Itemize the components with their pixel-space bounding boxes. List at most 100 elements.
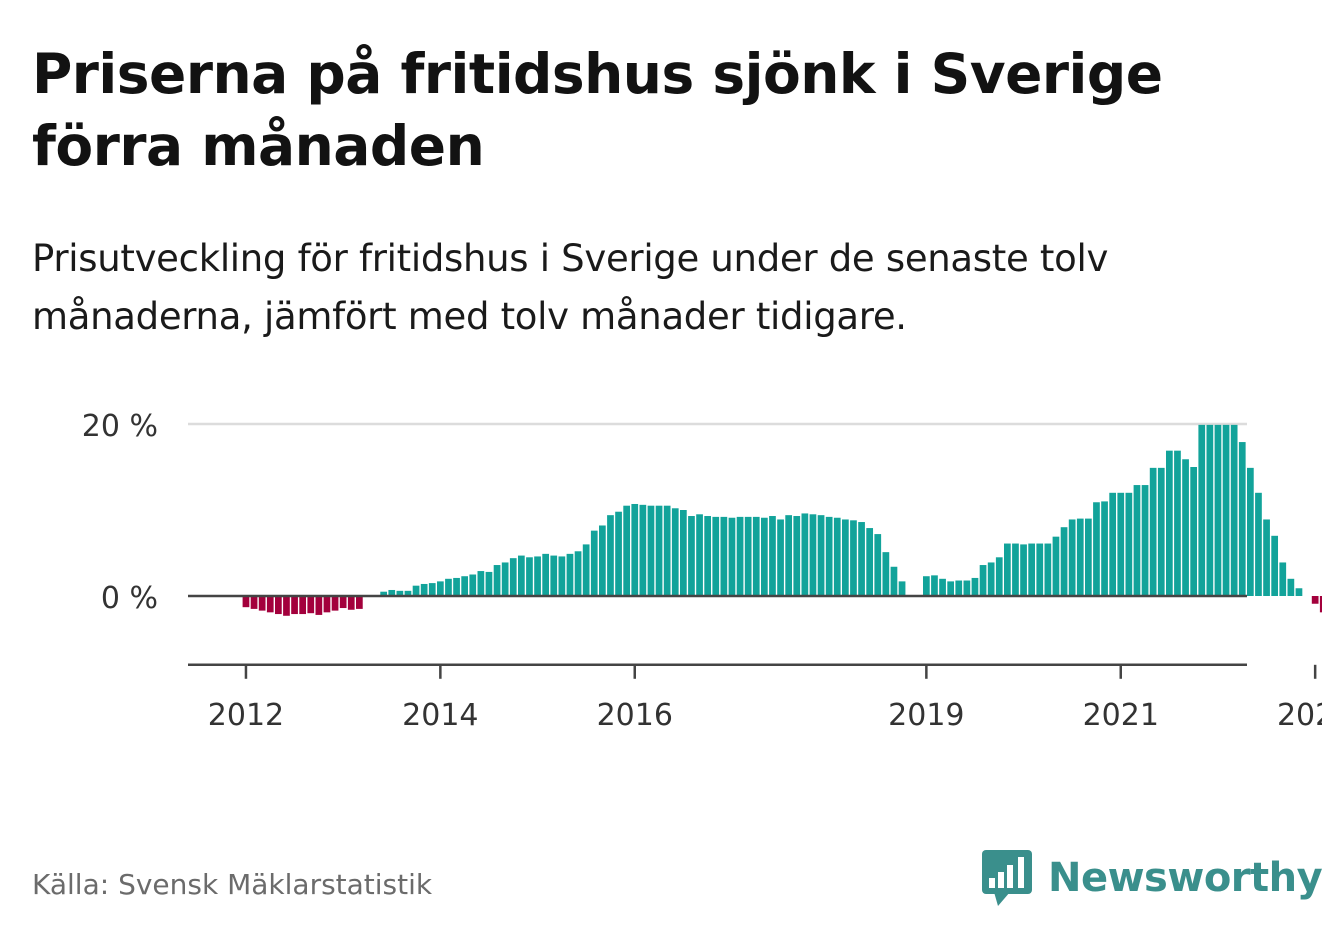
price-change-chart: 20 %0 %201220142016201920212023−6 % (82, 409, 1322, 733)
bar (744, 516, 752, 596)
bar (1068, 519, 1076, 596)
bar (793, 516, 801, 596)
bar (882, 552, 890, 596)
bar (1271, 535, 1279, 596)
bar (615, 511, 622, 596)
bar (939, 578, 946, 596)
bar (550, 555, 558, 596)
bar (704, 516, 712, 596)
bar (331, 596, 339, 611)
bar (1149, 467, 1157, 596)
bar (501, 562, 509, 596)
bar (566, 553, 574, 596)
bar (728, 517, 736, 596)
bar (574, 551, 582, 596)
bar (931, 575, 938, 596)
bar (1020, 544, 1027, 596)
bar (347, 596, 355, 610)
bar (509, 558, 517, 596)
bar (250, 596, 258, 609)
bar (647, 505, 655, 596)
bar (874, 534, 882, 596)
x-tick-label: 2023 (1277, 698, 1322, 733)
bar (493, 565, 501, 596)
bar (1117, 492, 1125, 596)
bar (809, 514, 817, 596)
bar (623, 505, 631, 596)
bar (518, 555, 525, 596)
bar (631, 503, 639, 596)
bar (461, 576, 469, 596)
bar (1174, 450, 1181, 596)
bar (607, 515, 614, 596)
bar (420, 583, 428, 596)
bar (1311, 596, 1319, 604)
bar (485, 571, 493, 596)
bar (356, 596, 363, 609)
bar (283, 596, 290, 616)
bar (1230, 424, 1238, 596)
bar (453, 577, 460, 596)
x-tick-label: 2016 (597, 698, 673, 733)
bar (1093, 502, 1100, 596)
bar (1214, 424, 1222, 596)
bar (1052, 536, 1060, 596)
bar (923, 576, 930, 596)
bar (963, 580, 971, 596)
bar (1076, 518, 1084, 596)
bar (1085, 518, 1092, 596)
bar (663, 505, 671, 596)
bar (995, 557, 1003, 596)
bar (1222, 424, 1230, 596)
bar (1036, 543, 1044, 596)
bar (291, 596, 298, 615)
bar (404, 590, 412, 596)
bar (1279, 562, 1287, 596)
y-tick-label: 0 % (101, 581, 158, 616)
bar (696, 514, 703, 596)
bar (752, 516, 760, 596)
brand-name: Newsworthy (1048, 855, 1322, 901)
bar (307, 596, 315, 614)
bar (242, 596, 250, 608)
bar (898, 581, 906, 596)
bar (850, 520, 857, 596)
bar (258, 596, 266, 611)
bar (542, 553, 550, 596)
bar (1247, 467, 1254, 596)
bar (526, 557, 533, 596)
bar (1190, 467, 1198, 596)
y-tick-label: 20 % (82, 409, 158, 444)
source-note: Källa: Svensk Mäklarstatistik (32, 868, 433, 901)
bar (388, 589, 396, 596)
bar (720, 516, 728, 596)
bar (979, 565, 987, 596)
bar (866, 528, 874, 596)
brand-logo: Newsworthy (980, 848, 1322, 908)
bar (558, 556, 566, 596)
bar (639, 504, 647, 596)
bar (469, 574, 477, 596)
bar (437, 581, 444, 596)
bar (1238, 442, 1246, 596)
bar (1255, 492, 1262, 596)
bar (801, 513, 809, 596)
bar (1319, 596, 1322, 613)
bar (1109, 492, 1117, 596)
bar-chart-speech-bubble-icon (982, 850, 1032, 906)
bar (1295, 588, 1303, 596)
x-tick-label: 2014 (402, 698, 478, 733)
bar (817, 515, 825, 596)
bar (1028, 543, 1036, 596)
bar (534, 556, 541, 596)
bar (761, 517, 768, 596)
bar (1206, 424, 1214, 596)
bar (947, 581, 955, 596)
bar (323, 596, 331, 613)
bar (842, 519, 849, 596)
bar (777, 519, 784, 596)
x-tick-label: 2021 (1083, 698, 1159, 733)
bar (380, 591, 388, 596)
bar (1166, 450, 1173, 596)
bar (1141, 485, 1149, 596)
